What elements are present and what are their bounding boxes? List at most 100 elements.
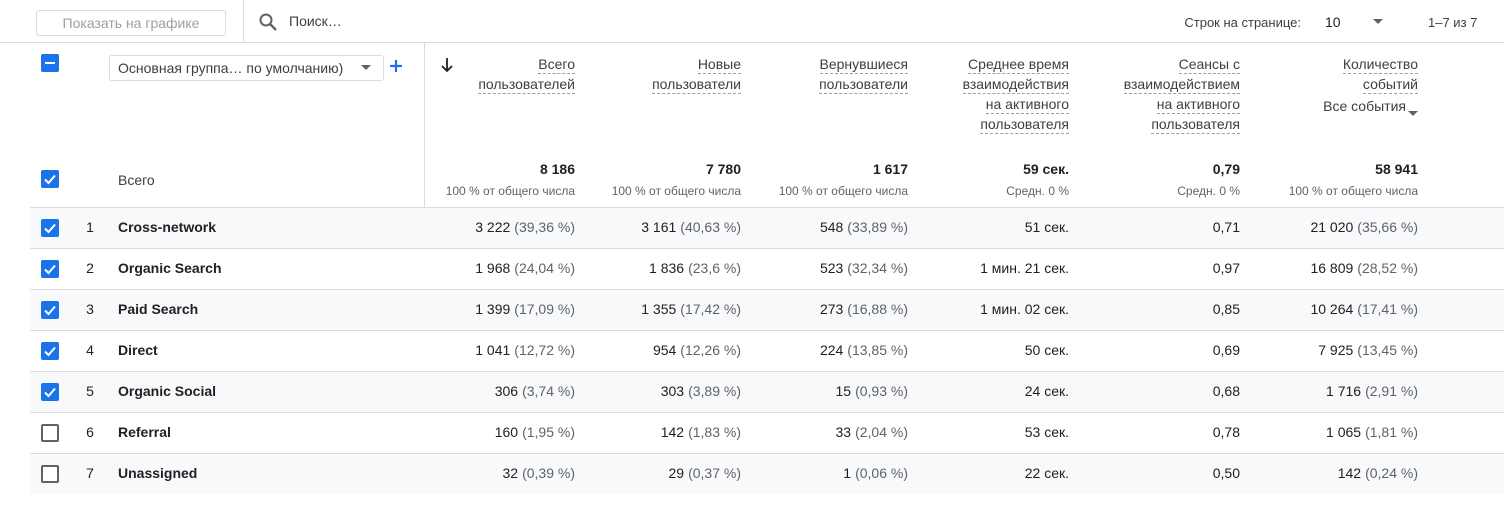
checkbox[interactable] [41,219,59,237]
cell-value: 273 [819,301,844,317]
cell-percent: (13,45 %) [1357,342,1418,358]
cell: 3 161 (40,63 %) [641,219,741,235]
cell: 1 мин. 02 сек. [980,301,1069,317]
cell: 22 сек. [1025,465,1069,481]
total-value: 1 617 [872,161,908,177]
dimension-select-text: Основная группа… по умолчанию) [118,60,344,76]
event-filter[interactable]: Все события [1323,98,1406,114]
cell: 0,50 [1213,465,1240,481]
cell-percent: (13,85 %) [847,342,908,358]
search-icon[interactable] [258,12,278,32]
total-value: 0,79 [1212,161,1240,177]
dimension-select[interactable]: Основная группа… по умолчанию) [109,55,384,81]
cell-value: 142 [660,424,685,440]
cell-percent: (23,6 %) [688,260,741,276]
cell: 1 (0,06 %) [843,465,908,481]
column-header[interactable]: Количество [1342,56,1418,74]
cell: 142 (0,24 %) [1338,465,1418,481]
row-index: 4 [86,342,94,358]
checkbox[interactable] [41,424,59,442]
dropdown-arrow[interactable] [1372,18,1384,26]
cell: 0,85 [1213,301,1240,317]
cell-value: 7 925 [1318,342,1354,358]
row-name: Organic Social [118,383,217,399]
cell: 523 (32,34 %) [820,260,908,276]
cell-percent: (0,37 %) [688,465,741,481]
column-header[interactable]: пользователи [652,76,741,94]
cell-value: 33 [835,424,852,440]
row-background [30,207,1504,248]
cell-value: 3 222 [475,219,511,235]
cell: 16 809 (28,52 %) [1310,260,1418,276]
dropdown-arrow [361,65,371,70]
pagination-label: 1–7 из 7 [1428,15,1478,30]
cell: 273 (16,88 %) [820,301,908,317]
checkbox[interactable] [41,260,59,278]
row-name: Unassigned [118,465,198,481]
row-name: Cross-network [118,219,217,235]
cell: 7 925 (13,45 %) [1318,342,1418,358]
cell: 53 сек. [1025,424,1069,440]
rows-per-page-label: Строк на странице: [1184,15,1301,30]
row-background [30,371,1504,412]
cell: 954 (12,26 %) [653,342,741,358]
column-header[interactable]: Всего [538,56,575,74]
cell: 3 222 (39,36 %) [475,219,575,235]
cell-value: 16 809 [1310,260,1354,276]
checkbox[interactable] [41,301,59,319]
row-index: 6 [86,424,94,440]
cell-value: 523 [819,260,844,276]
cell-value: 0,97 [1212,260,1240,276]
column-header[interactable]: событий [1362,76,1418,94]
show-on-chart-button[interactable]: Показать на графике [36,10,226,36]
column-header[interactable]: взаимодействия [962,76,1069,94]
checkbox[interactable] [41,170,59,188]
cell-value: 0,69 [1212,342,1240,358]
row-index: 7 [86,465,94,481]
row-index: 5 [86,383,94,399]
checkbox[interactable] [41,383,59,401]
checkbox[interactable] [41,465,59,483]
cell-percent: (1,81 %) [1365,424,1418,440]
column-header[interactable]: Среднее время [968,56,1069,74]
cell: 50 сек. [1025,342,1069,358]
rows-per-page-select[interactable]: 10 [1325,14,1341,30]
cell-percent: (24,04 %) [514,260,575,276]
add-dimension-button[interactable] [389,59,403,73]
cell: 1 716 (2,91 %) [1326,383,1418,399]
checkbox[interactable] [41,342,59,360]
column-header[interactable]: пользователя [1151,116,1240,134]
cell-value: 0,50 [1212,465,1240,481]
column-header[interactable]: Новые [697,56,741,74]
sort-arrow[interactable] [440,57,454,73]
column-header[interactable]: на активного [985,96,1069,114]
cell: 0,71 [1213,219,1240,235]
cell-value: 1 [843,465,852,481]
toolbar-separator [243,0,244,42]
cell-value: 53 сек. [1024,424,1069,440]
cell-value: 1 836 [649,260,685,276]
checkbox[interactable] [41,54,59,72]
cell: 0,97 [1213,260,1240,276]
total-value: 7 780 [705,161,741,177]
search-input[interactable]: Поиск… [289,13,342,29]
column-header[interactable]: пользователей [478,76,575,94]
cell-value: 15 [835,383,852,399]
column-header[interactable]: Сеансы с [1178,56,1240,74]
cell: 1 399 (17,09 %) [475,301,575,317]
cell-percent: (35,66 %) [1357,219,1418,235]
column-header[interactable]: пользователи [819,76,908,94]
cell: 21 020 (35,66 %) [1310,219,1418,235]
cell-percent: (12,26 %) [680,342,741,358]
row-index: 3 [86,301,94,317]
column-header[interactable]: взаимодействием [1123,76,1240,94]
cell-value: 160 [494,424,519,440]
column-header[interactable]: пользователя [980,116,1069,134]
cell-value: 0,68 [1212,383,1240,399]
column-header[interactable]: Вернувшиеся [819,56,908,74]
cell: 224 (13,85 %) [820,342,908,358]
cell-value: 142 [1337,465,1362,481]
cell-percent: (2,91 %) [1365,383,1418,399]
column-header[interactable]: на активного [1156,96,1240,114]
